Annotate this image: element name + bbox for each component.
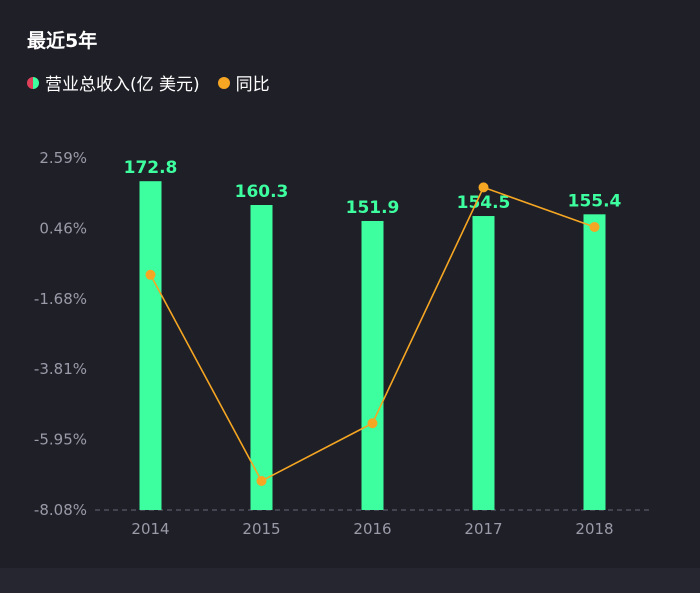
x-tick-label: 2018 [575, 520, 613, 538]
yoy-point-2017 [478, 182, 489, 193]
y-tick-label: 0.46% [39, 219, 87, 237]
orange-dot-icon [217, 76, 230, 89]
bar-2015 [250, 204, 273, 510]
bar-2016 [361, 220, 384, 510]
bar-2014 [139, 181, 162, 511]
bar-value-label: 172.8 [124, 158, 178, 178]
y-tick-label: -8.08% [34, 501, 87, 519]
bar-value-label: 160.3 [235, 182, 289, 202]
legend-label-yoy: 同比 [235, 75, 270, 95]
x-tick-label: 2017 [464, 520, 502, 538]
y-tick-label: -3.81% [34, 360, 87, 378]
yoy-point-2016 [367, 418, 378, 429]
y-tick-label: -1.68% [34, 290, 87, 308]
chart-title: 最近5年 [27, 30, 98, 52]
legend-item-yoy[interactable]: 同比 [217, 70, 270, 95]
bar-2018 [583, 214, 606, 510]
x-tick-label: 2014 [131, 520, 169, 538]
footer-band [0, 568, 700, 593]
yoy-point-2018 [589, 221, 600, 232]
y-tick-label: -5.95% [34, 431, 87, 449]
bar-value-label: 154.5 [457, 193, 511, 213]
yoy-point-2014 [145, 269, 156, 280]
y-tick-label: 2.59% [39, 149, 87, 167]
bar-2017 [472, 216, 495, 511]
legend: 营业总收入(亿 美元) 同比 [27, 70, 288, 95]
x-tick-label: 2016 [353, 520, 391, 538]
legend-item-revenue[interactable]: 营业总收入(亿 美元) [27, 70, 200, 95]
bar-value-label: 151.9 [346, 198, 400, 218]
legend-label-revenue: 营业总收入(亿 美元) [45, 75, 200, 95]
bar-value-label: 155.4 [568, 191, 622, 211]
yoy-point-2015 [256, 475, 267, 486]
split-circle-icon [27, 76, 39, 89]
x-tick-label: 2015 [242, 520, 280, 538]
